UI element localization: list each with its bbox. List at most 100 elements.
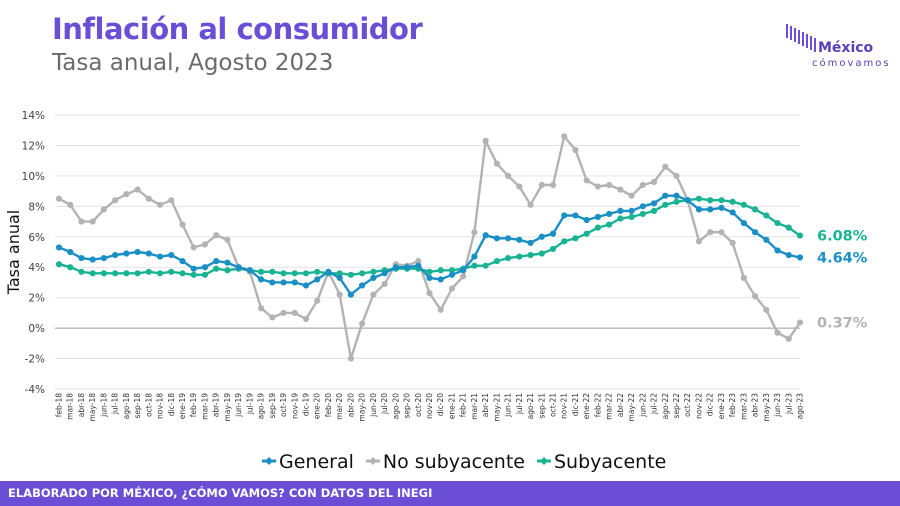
data-point-no-subyacente: [751, 293, 759, 300]
x-tick-label: sep-19: [268, 393, 277, 419]
data-point-general: [504, 235, 512, 242]
y-tick-label: 2%: [28, 293, 45, 305]
data-point-subyacente: [100, 270, 108, 277]
data-point-general: [257, 276, 265, 283]
data-point-no-subyacente: [213, 232, 220, 239]
data-point-no-subyacente: [774, 329, 781, 336]
data-point-no-subyacente: [370, 291, 377, 298]
x-tick-label: abr-20: [346, 393, 355, 417]
data-point-general: [145, 250, 152, 257]
data-point-no-subyacente: [718, 229, 725, 236]
data-point-no-subyacente: [785, 335, 792, 342]
data-point-general: [538, 233, 545, 240]
x-tick-label: feb-19: [189, 393, 198, 417]
data-point-no-subyacente: [381, 280, 388, 288]
data-point-no-subyacente: [145, 195, 152, 202]
data-point-general: [100, 254, 108, 262]
legend-marker: [539, 457, 548, 465]
x-tick-label: dic-18: [167, 393, 176, 416]
legend-label: General: [279, 451, 354, 473]
y-tick-label: 6%: [28, 232, 45, 244]
data-point-subyacente: [134, 270, 141, 277]
data-point-general: [168, 251, 175, 259]
x-tick-label: jul-22: [650, 393, 659, 415]
data-point-subyacente: [370, 268, 377, 275]
x-tick-label: mar-19: [200, 393, 209, 420]
x-tick-label: feb-23: [728, 393, 737, 417]
data-point-no-subyacente: [606, 181, 613, 189]
data-point-subyacente: [156, 270, 164, 277]
data-point-general: [751, 229, 759, 236]
legend-label: No subyacente: [383, 451, 525, 473]
y-tick-label: -4%: [25, 384, 45, 396]
data-point-no-subyacente: [55, 195, 63, 202]
x-tick-label: ene-21: [447, 393, 456, 419]
data-point-no-subyacente: [729, 239, 736, 246]
data-point-no-subyacente: [201, 241, 209, 248]
data-point-no-subyacente: [67, 201, 74, 208]
data-point-subyacente: [594, 224, 602, 231]
x-tick-label: jun-18: [99, 393, 108, 418]
data-point-no-subyacente: [168, 197, 175, 204]
data-point-general: [370, 274, 377, 281]
data-point-general: [774, 247, 781, 254]
data-point-general: [134, 248, 141, 256]
data-point-subyacente: [437, 267, 444, 274]
data-point-general: [302, 282, 310, 289]
data-point-general: [78, 254, 85, 262]
data-point-general: [482, 232, 489, 239]
data-point-general: [291, 279, 298, 286]
data-point-no-subyacente: [695, 238, 703, 245]
x-tick-label: abr-23: [751, 393, 760, 417]
x-tick-label: sep-18: [133, 393, 142, 419]
y-tick-label: 12%: [22, 140, 45, 152]
data-point-general: [740, 219, 747, 227]
x-tick-label: ago-20: [391, 393, 400, 420]
data-point-general: [179, 258, 186, 265]
data-point-no-subyacente: [179, 221, 186, 228]
data-point-subyacente: [538, 250, 545, 257]
data-point-general: [763, 236, 770, 243]
data-point-general: [527, 239, 534, 246]
data-point-general: [201, 264, 209, 271]
data-point-subyacente: [650, 207, 658, 214]
data-point-general: [55, 244, 63, 251]
data-point-subyacente: [145, 268, 152, 275]
x-tick-label: sep-22: [672, 393, 681, 419]
data-point-no-subyacente: [280, 309, 287, 316]
data-point-no-subyacente: [269, 314, 276, 321]
data-point-no-subyacente: [707, 229, 714, 236]
x-tick-label: ene-19: [178, 393, 187, 419]
data-point-subyacente: [482, 262, 489, 269]
data-point-subyacente: [426, 268, 433, 275]
x-tick-label: jul-18: [111, 393, 120, 415]
data-point-subyacente: [78, 268, 85, 275]
data-point-no-subyacente: [471, 229, 478, 236]
y-tick-label: -2%: [25, 354, 45, 366]
data-point-subyacente: [606, 221, 613, 228]
x-tick-label: mar-21: [470, 393, 479, 420]
x-tick-label: may-19: [223, 393, 232, 422]
data-point-no-subyacente: [224, 236, 231, 243]
data-point-general: [729, 209, 736, 216]
logo-bars-icon: [786, 24, 816, 52]
x-tick-label: feb-20: [324, 393, 333, 417]
x-tick-label: mar-18: [66, 393, 75, 420]
data-point-no-subyacente: [415, 258, 422, 265]
chart-subtitle: Tasa anual, Agosto 2023: [52, 50, 334, 76]
data-point-general: [381, 270, 388, 277]
data-point-general: [684, 197, 691, 204]
x-tick-label: oct-19: [279, 393, 288, 417]
data-point-general: [213, 258, 220, 265]
x-tick-label: abr-19: [212, 393, 221, 417]
data-point-general: [224, 259, 231, 266]
data-point-subyacente: [224, 267, 231, 274]
data-point-subyacente: [549, 245, 557, 253]
x-tick-label: ene-20: [313, 393, 322, 419]
x-tick-label: ago-21: [526, 393, 535, 420]
data-point-general: [448, 271, 456, 278]
data-point-general: [460, 267, 467, 274]
x-tick-label: feb-21: [459, 393, 468, 417]
data-point-subyacente: [269, 268, 276, 275]
data-point-no-subyacente: [673, 172, 680, 179]
